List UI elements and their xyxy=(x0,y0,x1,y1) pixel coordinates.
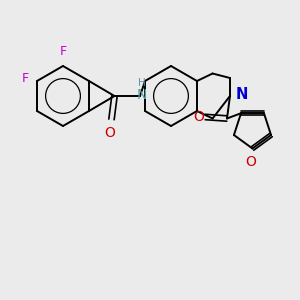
Text: O: O xyxy=(193,110,204,124)
Text: O: O xyxy=(245,155,256,169)
Text: N: N xyxy=(136,88,147,102)
Text: F: F xyxy=(59,45,67,58)
Text: F: F xyxy=(22,71,28,85)
Text: H: H xyxy=(138,78,146,88)
Text: N: N xyxy=(236,87,248,102)
Text: O: O xyxy=(104,126,116,140)
